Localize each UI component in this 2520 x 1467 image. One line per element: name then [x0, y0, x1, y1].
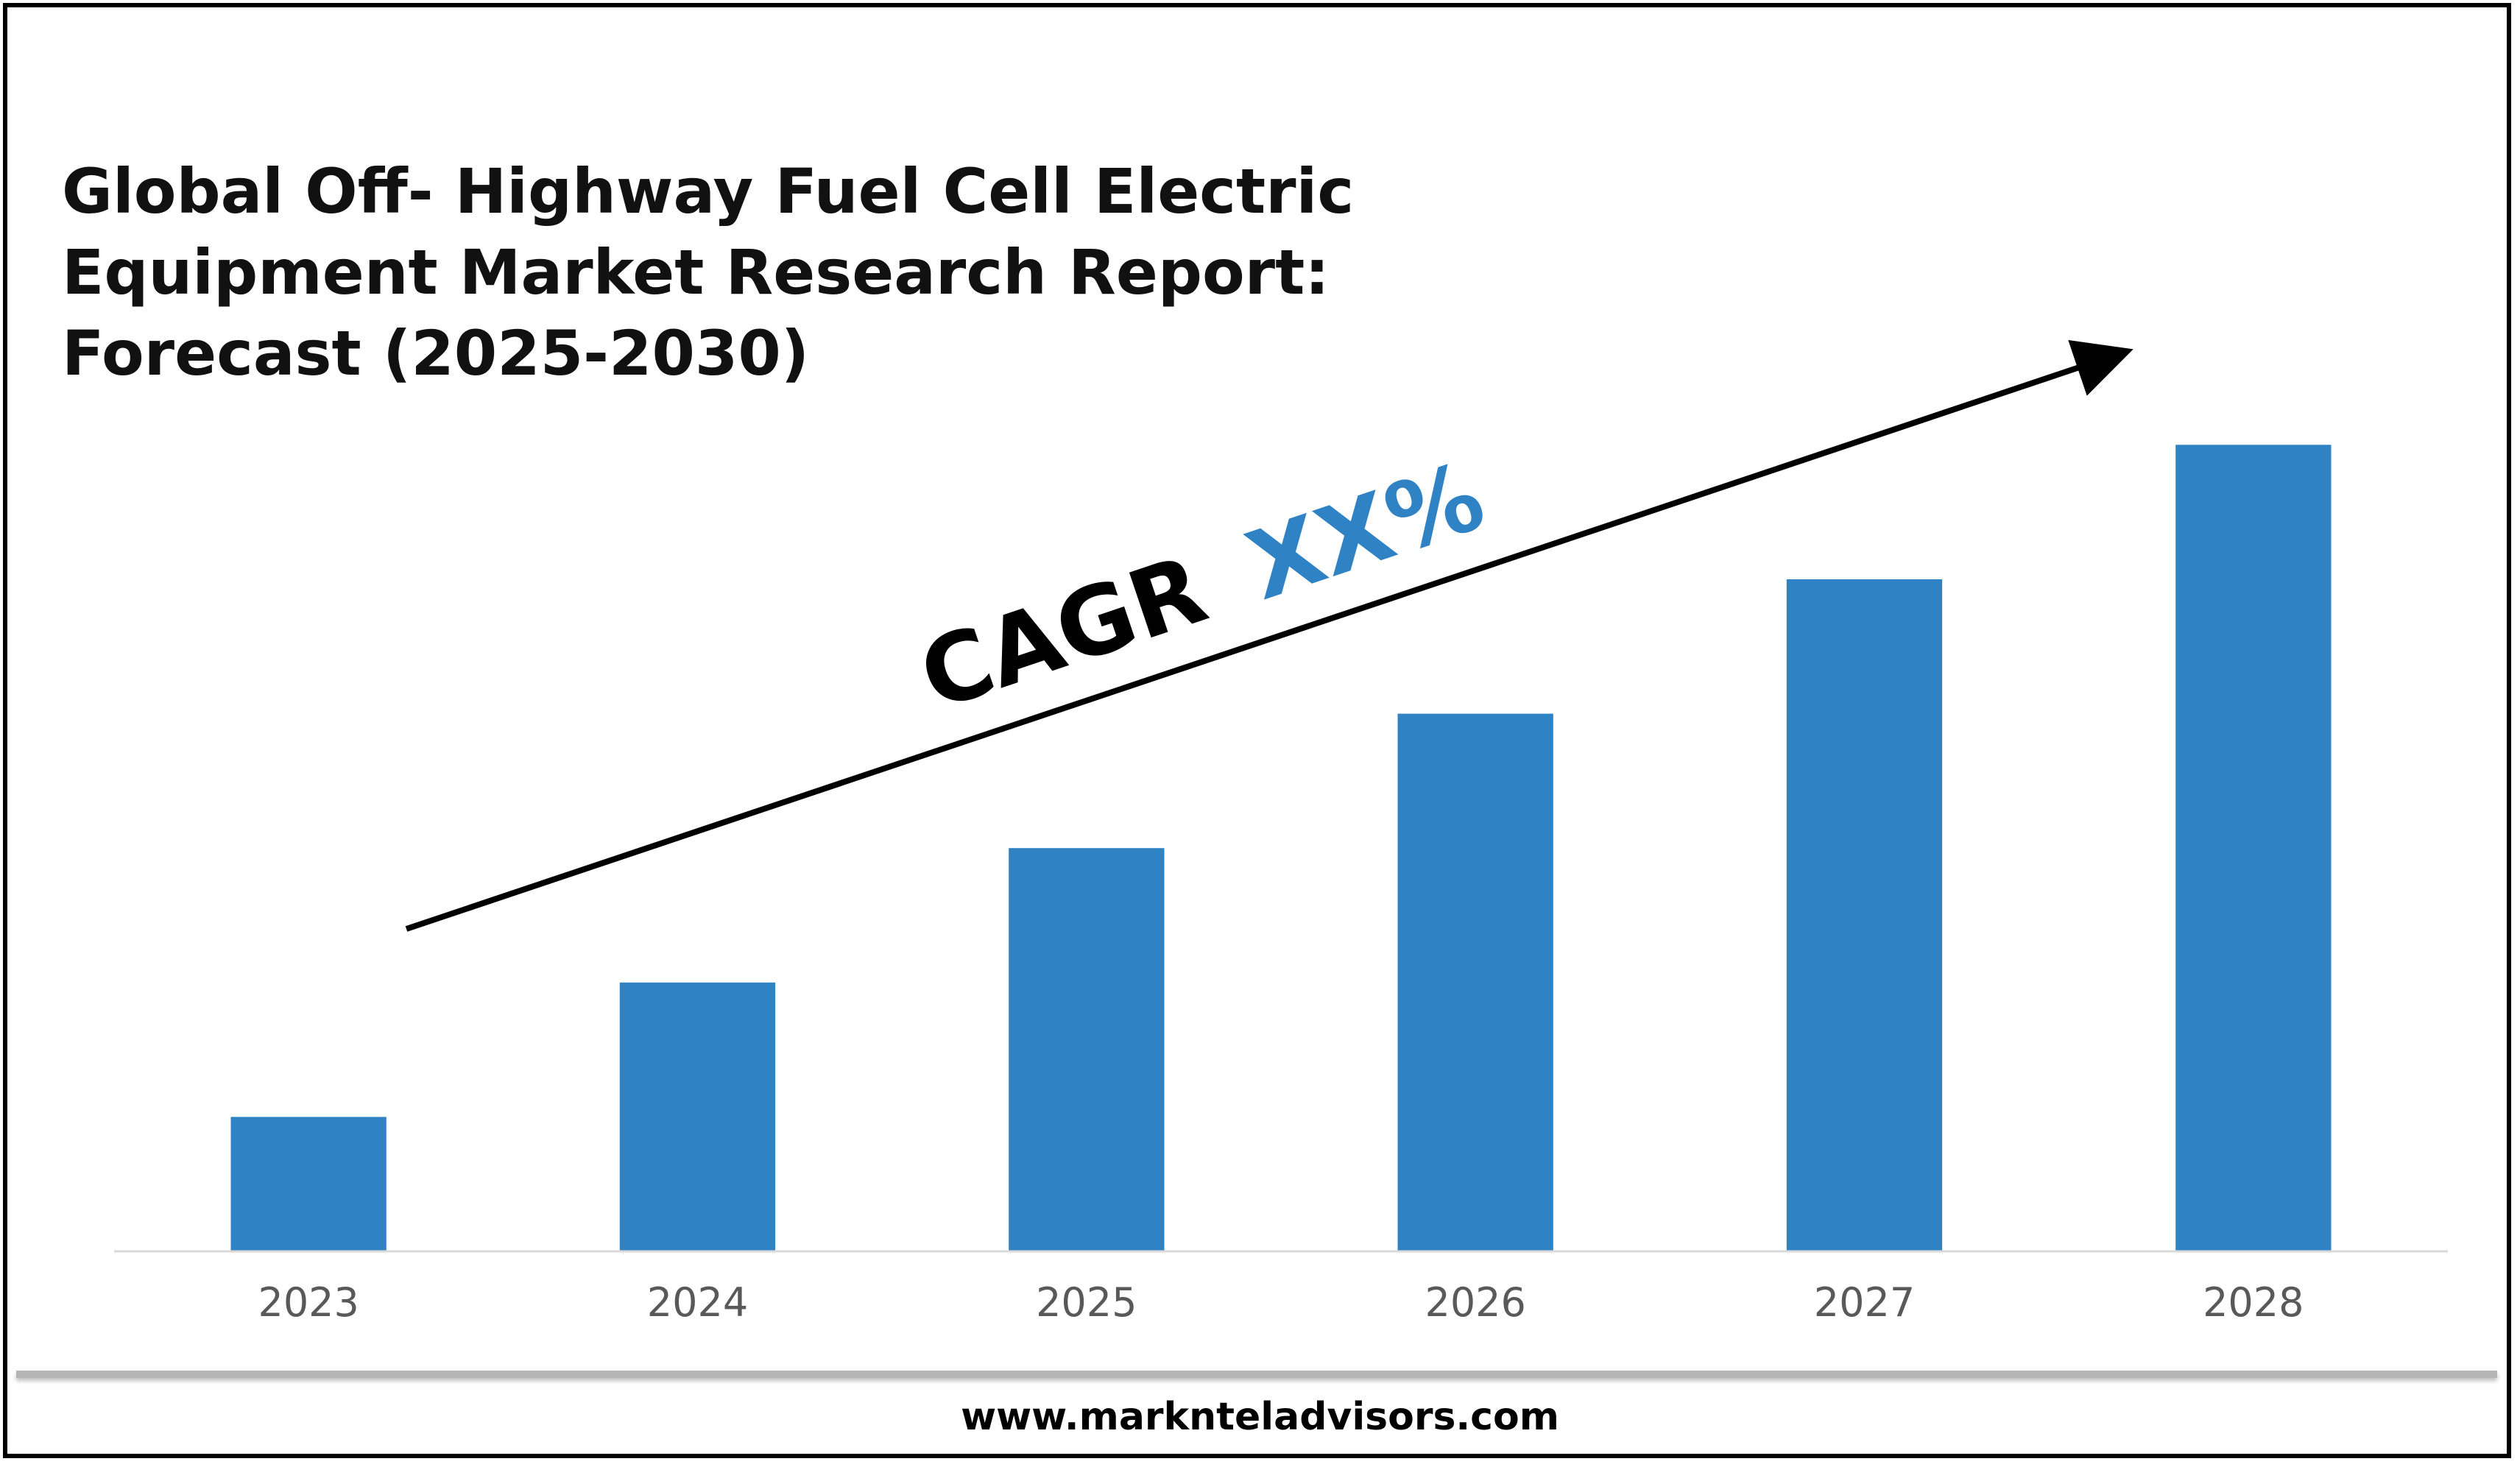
cagr-value: XX% [1235, 442, 1497, 622]
chart-title-line-2: Equipment Market Research Report: [62, 236, 1330, 308]
footer-divider [16, 1371, 2497, 1378]
x-tick-label-2028: 2028 [2203, 1279, 2304, 1326]
chart-title-line-3: Forecast (2025-2030) [62, 317, 810, 389]
chart-title-line-1: Global Off- Highway Fuel Cell Electric [62, 155, 1355, 227]
x-tick-label-2025: 2025 [1036, 1279, 1137, 1326]
x-tick-label-2023: 2023 [258, 1279, 359, 1326]
bar-2027 [1786, 579, 1943, 1251]
cagr-label: CAGR [907, 535, 1218, 732]
footer-url: www.marknteladvisors.com [961, 1395, 1559, 1439]
cagr-annotation: CAGR XX% [907, 442, 1497, 732]
bar-2028 [2175, 445, 2332, 1251]
chart-frame [3, 3, 2511, 1458]
bar-2025 [1009, 848, 1165, 1251]
x-tick-label-2026: 2026 [1425, 1279, 1525, 1326]
trend-arrow [405, 339, 2133, 932]
bar-2023 [230, 1117, 387, 1251]
bar-2024 [619, 982, 776, 1251]
bar-2026 [1397, 713, 1553, 1251]
chart-title: Global Off- Highway Fuel Cell Electric E… [62, 151, 1461, 394]
x-tick-label-2024: 2024 [647, 1279, 748, 1326]
x-tick-label-2027: 2027 [1814, 1279, 1915, 1326]
